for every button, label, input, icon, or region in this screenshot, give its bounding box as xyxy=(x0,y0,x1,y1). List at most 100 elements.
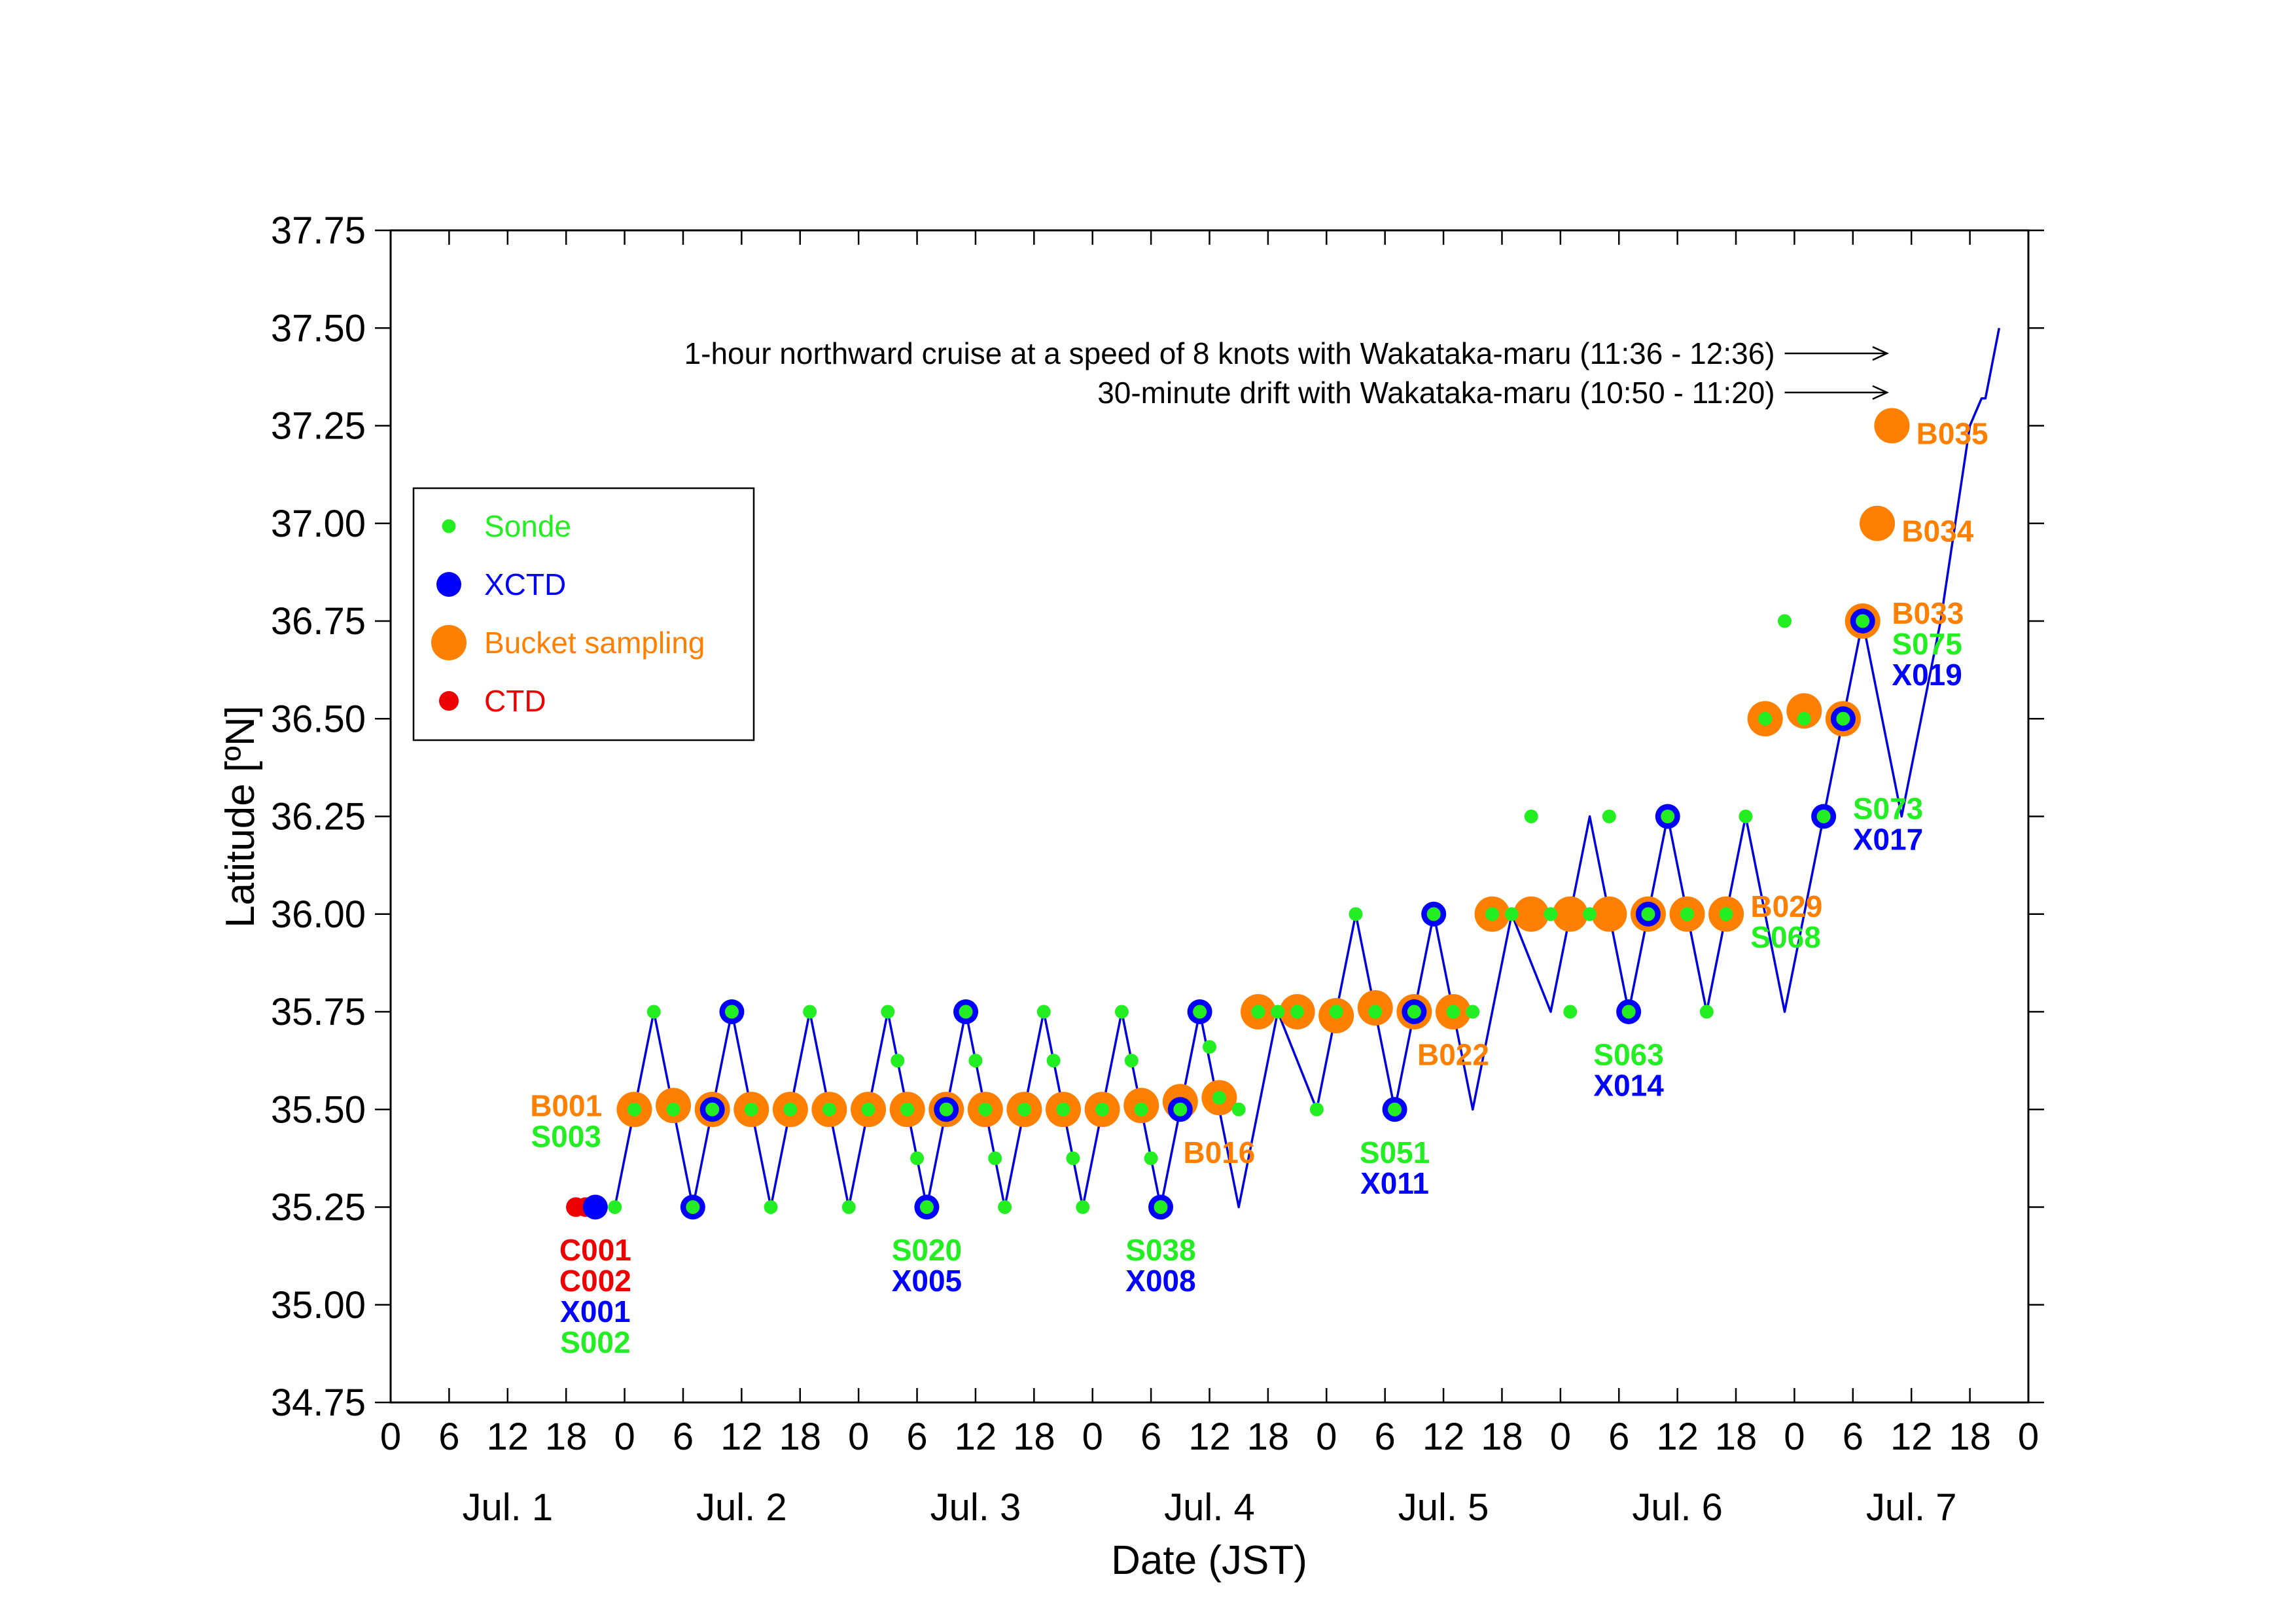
y-tick-label: 35.25 xyxy=(271,1186,366,1229)
x-tick-label: 0 xyxy=(2018,1416,2039,1458)
x-tick-label: 0 xyxy=(614,1416,635,1458)
sonde-marker xyxy=(978,1102,993,1116)
x-tick-label: 18 xyxy=(1949,1416,1991,1458)
day-label: Jul. 6 xyxy=(1632,1486,1723,1529)
sonde-marker xyxy=(1066,1151,1080,1166)
sonde-marker xyxy=(1154,1200,1168,1214)
sonde-marker xyxy=(608,1200,622,1214)
sonde-marker xyxy=(1524,810,1538,823)
cruise-note: 1-hour northward cruise at a speed of 8 … xyxy=(684,336,1775,370)
sonde-marker xyxy=(1017,1102,1031,1116)
sonde-marker xyxy=(1251,1005,1265,1019)
sonde-marker xyxy=(841,1200,856,1214)
note-arrow-head xyxy=(1872,385,1889,400)
station-label: B034 xyxy=(1901,514,1973,548)
y-tick-label: 37.50 xyxy=(271,307,366,349)
station-label: S038 xyxy=(1125,1233,1195,1267)
legend-label-xctd: XCTD xyxy=(484,567,566,601)
sonde-marker xyxy=(1212,1090,1226,1105)
station-label: B022 xyxy=(1417,1038,1489,1072)
sonde-marker xyxy=(1173,1102,1188,1116)
sonde-marker xyxy=(627,1102,641,1116)
axis-ticks xyxy=(375,229,2044,1404)
xctd-marker xyxy=(582,1194,608,1220)
x-tick-label: 6 xyxy=(906,1416,927,1458)
legend-marker-xctd xyxy=(436,572,461,597)
x-tick-label: 6 xyxy=(1140,1416,1161,1458)
ship-track xyxy=(613,327,2001,1209)
day-label: Jul. 7 xyxy=(1866,1486,1957,1529)
bucket-markers xyxy=(616,408,1910,1128)
y-axis-title: Latitude [ºN] xyxy=(218,705,263,928)
sonde-marker xyxy=(1583,907,1597,921)
sonde-marker xyxy=(1856,614,1870,628)
y-tick-label: 35.50 xyxy=(271,1088,366,1131)
sonde-marker xyxy=(822,1102,836,1116)
station-label: X005 xyxy=(892,1264,962,1298)
x-tick-label: 0 xyxy=(1784,1416,1805,1458)
sonde-marker xyxy=(1485,907,1500,921)
station-label: X019 xyxy=(1892,658,1962,692)
sonde-marker xyxy=(968,1054,983,1068)
sonde-marker xyxy=(1368,1005,1383,1019)
station-label: X011 xyxy=(1360,1166,1429,1200)
sonde-marker xyxy=(1739,810,1753,823)
x-tick-label: 12 xyxy=(487,1416,529,1458)
sonde-marker xyxy=(1114,1005,1129,1019)
sonde-marker xyxy=(1778,614,1792,628)
ship-track-line xyxy=(613,327,2001,1209)
x-tick-label: 12 xyxy=(955,1416,997,1458)
sonde-marker xyxy=(724,1005,739,1019)
sonde-marker xyxy=(1699,1005,1714,1019)
y-tick-label: 37.75 xyxy=(271,209,366,252)
sonde-marker xyxy=(1388,1102,1402,1116)
sonde-markers xyxy=(608,614,1870,1214)
sonde-marker xyxy=(744,1102,758,1116)
x-tick-label: 18 xyxy=(1247,1416,1290,1458)
sonde-marker xyxy=(1680,907,1695,921)
sonde-marker xyxy=(686,1200,700,1214)
cruise-note: 30-minute drift with Wakataka-maru (10:5… xyxy=(1097,376,1775,410)
y-tick-labels: 34.75 35.00 35.25 35.50 35.75 36.00 36.25 36.50… xyxy=(271,209,366,1424)
station-label: S051 xyxy=(1360,1135,1430,1169)
sonde-marker xyxy=(1271,1005,1285,1019)
sonde-marker xyxy=(1602,810,1616,823)
legend: Sonde XCTD Bucket sampling CTD xyxy=(412,487,755,741)
sonde-marker xyxy=(919,1200,934,1214)
sonde-marker xyxy=(1446,1005,1460,1019)
sonde-marker xyxy=(1046,1054,1061,1068)
x-tick-label: 6 xyxy=(1375,1416,1396,1458)
day-label: Jul. 3 xyxy=(930,1486,1021,1529)
sonde-marker xyxy=(1095,1102,1110,1116)
sonde-marker xyxy=(1290,1005,1305,1019)
station-label: C002 xyxy=(559,1264,631,1298)
sonde-marker xyxy=(1193,1005,1207,1019)
sonde-marker xyxy=(1544,907,1558,921)
day-label: Jul. 5 xyxy=(1398,1486,1489,1529)
x-tick-label: 12 xyxy=(1188,1416,1231,1458)
day-label: Jul. 1 xyxy=(462,1486,553,1529)
bucket-marker xyxy=(1552,896,1588,932)
station-label: S073 xyxy=(1853,792,1923,826)
x-tick-label: 18 xyxy=(779,1416,821,1458)
station-label: X017 xyxy=(1853,823,1923,857)
sonde-marker xyxy=(900,1102,915,1116)
legend-marker-bucket xyxy=(431,625,467,660)
y-tick-label: 35.00 xyxy=(271,1284,366,1327)
sonde-marker xyxy=(1426,907,1441,921)
y-tick-label: 34.75 xyxy=(271,1382,366,1424)
station-label: S063 xyxy=(1593,1038,1663,1072)
sonde-marker xyxy=(881,1005,895,1019)
x-tick-label: 6 xyxy=(673,1416,694,1458)
station-label: B033 xyxy=(1892,596,1964,630)
x-tick-label: 6 xyxy=(1608,1416,1629,1458)
cruise-notes: 1-hour northward cruise at a speed of 8 … xyxy=(684,336,1889,410)
sonde-marker xyxy=(1124,1054,1139,1068)
x-tick-label: 0 xyxy=(380,1416,401,1458)
station-label: B029 xyxy=(1750,889,1822,923)
sonde-marker xyxy=(998,1200,1012,1214)
sonde-marker xyxy=(1036,1005,1051,1019)
sonde-marker xyxy=(1661,810,1675,823)
